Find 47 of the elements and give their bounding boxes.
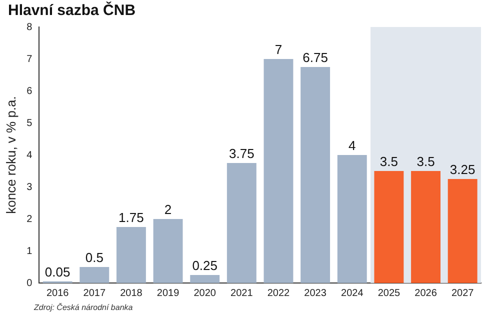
y-axis-title: konce roku, v % p.a. (3, 96, 18, 214)
y-tick-label: 0 (26, 278, 33, 289)
data-label: 0.25 (192, 258, 218, 274)
bar (411, 171, 440, 283)
data-label: 3.25 (450, 162, 476, 178)
x-tick-label: 2025 (378, 288, 401, 299)
data-label: 0.05 (44, 264, 70, 280)
bar (337, 155, 367, 283)
x-tick-label: 2020 (194, 288, 216, 299)
y-tick-label: 4 (26, 150, 33, 161)
y-tick-label: 1 (26, 246, 33, 257)
bar (153, 219, 183, 283)
y-tick-label: 8 (26, 22, 33, 33)
y-tick-label: 6 (26, 86, 33, 97)
x-tick-label: 2024 (341, 288, 364, 299)
data-label: 0.5 (85, 250, 104, 266)
data-label: 3.5 (416, 154, 435, 170)
chart-title: Hlavní sazba ČNB (8, 2, 136, 19)
x-tick-label: 2027 (451, 288, 474, 299)
x-tick-label: 2022 (267, 288, 290, 299)
data-label: 4 (348, 138, 356, 154)
bar (190, 275, 220, 283)
x-tick-label: 2021 (230, 288, 254, 299)
y-tick-label: 7 (26, 54, 33, 65)
bar (448, 179, 478, 283)
bar (300, 67, 330, 283)
bar (226, 163, 256, 283)
x-tick-label: 2017 (83, 288, 106, 299)
data-label: 3.75 (229, 146, 254, 162)
bar (264, 59, 294, 283)
data-label: 7 (274, 42, 282, 58)
y-tick-label: 5 (26, 118, 33, 129)
x-tick-label: 2018 (120, 288, 143, 299)
data-label: 1.75 (118, 210, 144, 226)
bar (80, 267, 110, 283)
text: Zdroj: Česká národní banka (34, 303, 133, 312)
data-label: 6.75 (302, 50, 328, 66)
bar (116, 227, 146, 283)
x-tick-label: 2026 (414, 288, 438, 299)
x-tick-label: 2023 (304, 288, 327, 299)
data-label: 3.5 (380, 154, 398, 170)
data-label: 2 (164, 202, 172, 218)
y-tick-label: 2 (26, 214, 33, 225)
x-tick-label: 2016 (46, 288, 70, 299)
y-tick-label: 3 (26, 182, 33, 193)
bar (374, 171, 404, 283)
x-tick-label: 2019 (156, 288, 180, 299)
